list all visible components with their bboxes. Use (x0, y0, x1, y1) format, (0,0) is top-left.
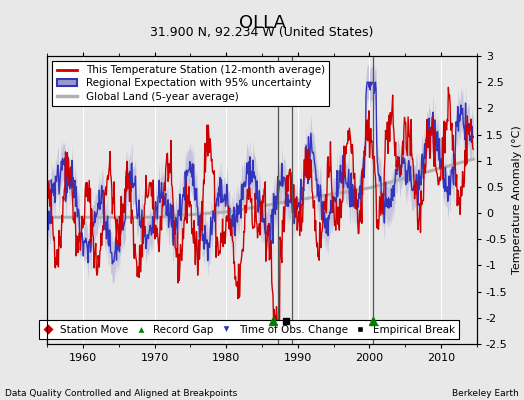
Text: OLLA: OLLA (238, 14, 286, 32)
Text: Berkeley Earth: Berkeley Earth (452, 389, 519, 398)
Text: Data Quality Controlled and Aligned at Breakpoints: Data Quality Controlled and Aligned at B… (5, 389, 237, 398)
Legend: Station Move, Record Gap, Time of Obs. Change, Empirical Break: Station Move, Record Gap, Time of Obs. C… (39, 320, 459, 339)
Text: 31.900 N, 92.234 W (United States): 31.900 N, 92.234 W (United States) (150, 26, 374, 39)
Y-axis label: Temperature Anomaly (°C): Temperature Anomaly (°C) (512, 126, 522, 274)
